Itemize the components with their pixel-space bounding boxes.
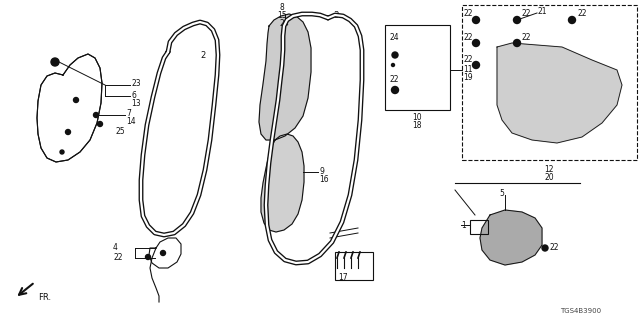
- Circle shape: [65, 130, 70, 134]
- Bar: [385, 25, 450, 110]
- Circle shape: [392, 63, 394, 67]
- Circle shape: [97, 122, 102, 126]
- Text: 11: 11: [463, 65, 472, 74]
- Text: 10: 10: [412, 114, 422, 123]
- Text: 22: 22: [522, 33, 531, 42]
- Text: 22: 22: [389, 76, 399, 84]
- Polygon shape: [497, 43, 622, 143]
- Polygon shape: [480, 210, 542, 265]
- Text: 22: 22: [522, 9, 531, 18]
- Circle shape: [51, 58, 59, 66]
- Circle shape: [60, 150, 64, 154]
- Circle shape: [145, 254, 150, 260]
- Text: 22: 22: [550, 244, 559, 252]
- Text: 8: 8: [280, 4, 284, 12]
- Text: 5: 5: [500, 188, 504, 197]
- Text: 13: 13: [131, 100, 141, 108]
- Circle shape: [472, 61, 479, 68]
- Text: 23: 23: [131, 79, 141, 89]
- Text: 19: 19: [463, 73, 472, 82]
- Circle shape: [392, 52, 398, 58]
- Text: 22: 22: [577, 9, 586, 18]
- Text: 12: 12: [544, 165, 554, 174]
- Text: 18: 18: [412, 122, 422, 131]
- Text: 9: 9: [319, 166, 324, 175]
- Text: FR.: FR.: [38, 293, 51, 302]
- Circle shape: [568, 17, 575, 23]
- Circle shape: [542, 245, 548, 251]
- Text: 3: 3: [333, 11, 339, 20]
- Circle shape: [93, 113, 99, 117]
- Text: 22: 22: [464, 33, 474, 42]
- Circle shape: [513, 39, 520, 46]
- Text: 14: 14: [126, 117, 136, 126]
- Circle shape: [161, 251, 166, 255]
- Circle shape: [472, 39, 479, 46]
- Polygon shape: [259, 14, 311, 140]
- Text: 22: 22: [464, 9, 474, 18]
- Polygon shape: [261, 134, 304, 232]
- Text: 6: 6: [131, 91, 136, 100]
- Text: 21: 21: [538, 6, 547, 15]
- Bar: [470, 220, 488, 234]
- Bar: [335, 252, 373, 280]
- Text: TGS4B3900: TGS4B3900: [560, 308, 601, 314]
- Circle shape: [513, 17, 520, 23]
- Polygon shape: [149, 238, 181, 268]
- Text: 17: 17: [338, 274, 348, 283]
- Text: 25: 25: [115, 127, 125, 137]
- Polygon shape: [37, 54, 102, 162]
- Circle shape: [392, 86, 399, 93]
- Text: 15: 15: [277, 11, 287, 20]
- Text: 22: 22: [113, 252, 122, 261]
- Text: 7: 7: [126, 108, 131, 117]
- Text: 24: 24: [389, 33, 399, 42]
- Text: 1: 1: [461, 220, 466, 229]
- Bar: [462, 5, 637, 160]
- Text: 16: 16: [319, 174, 328, 183]
- Text: 22: 22: [464, 55, 474, 65]
- Text: 4: 4: [113, 243, 118, 252]
- Text: 2: 2: [200, 51, 205, 60]
- Text: 20: 20: [544, 173, 554, 182]
- Text: 24: 24: [279, 19, 289, 28]
- Circle shape: [472, 17, 479, 23]
- Circle shape: [74, 98, 79, 102]
